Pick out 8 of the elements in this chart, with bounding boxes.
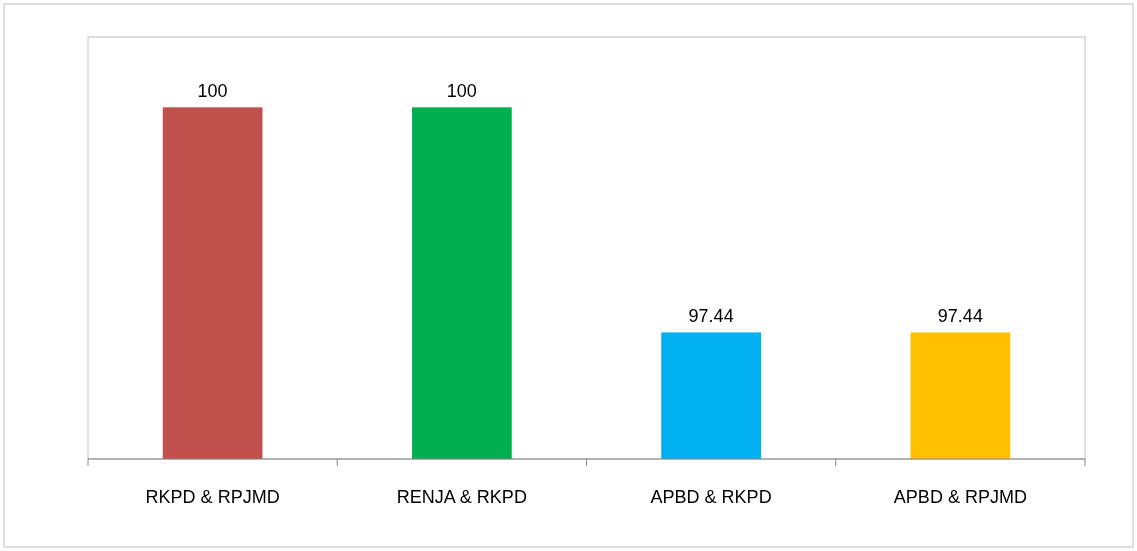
x-tick-label: APBD & RPJMD	[893, 487, 1027, 507]
data-label: 100	[197, 81, 228, 102]
data-label: 97.44	[937, 306, 983, 327]
x-tick-label: RKPD & RPJMD	[145, 487, 280, 507]
data-label: 100	[446, 81, 477, 102]
data-label: 97.44	[688, 306, 734, 327]
x-tick-label: APBD & RKPD	[650, 487, 772, 507]
x-tick-label: RENJA & RKPD	[396, 487, 527, 507]
